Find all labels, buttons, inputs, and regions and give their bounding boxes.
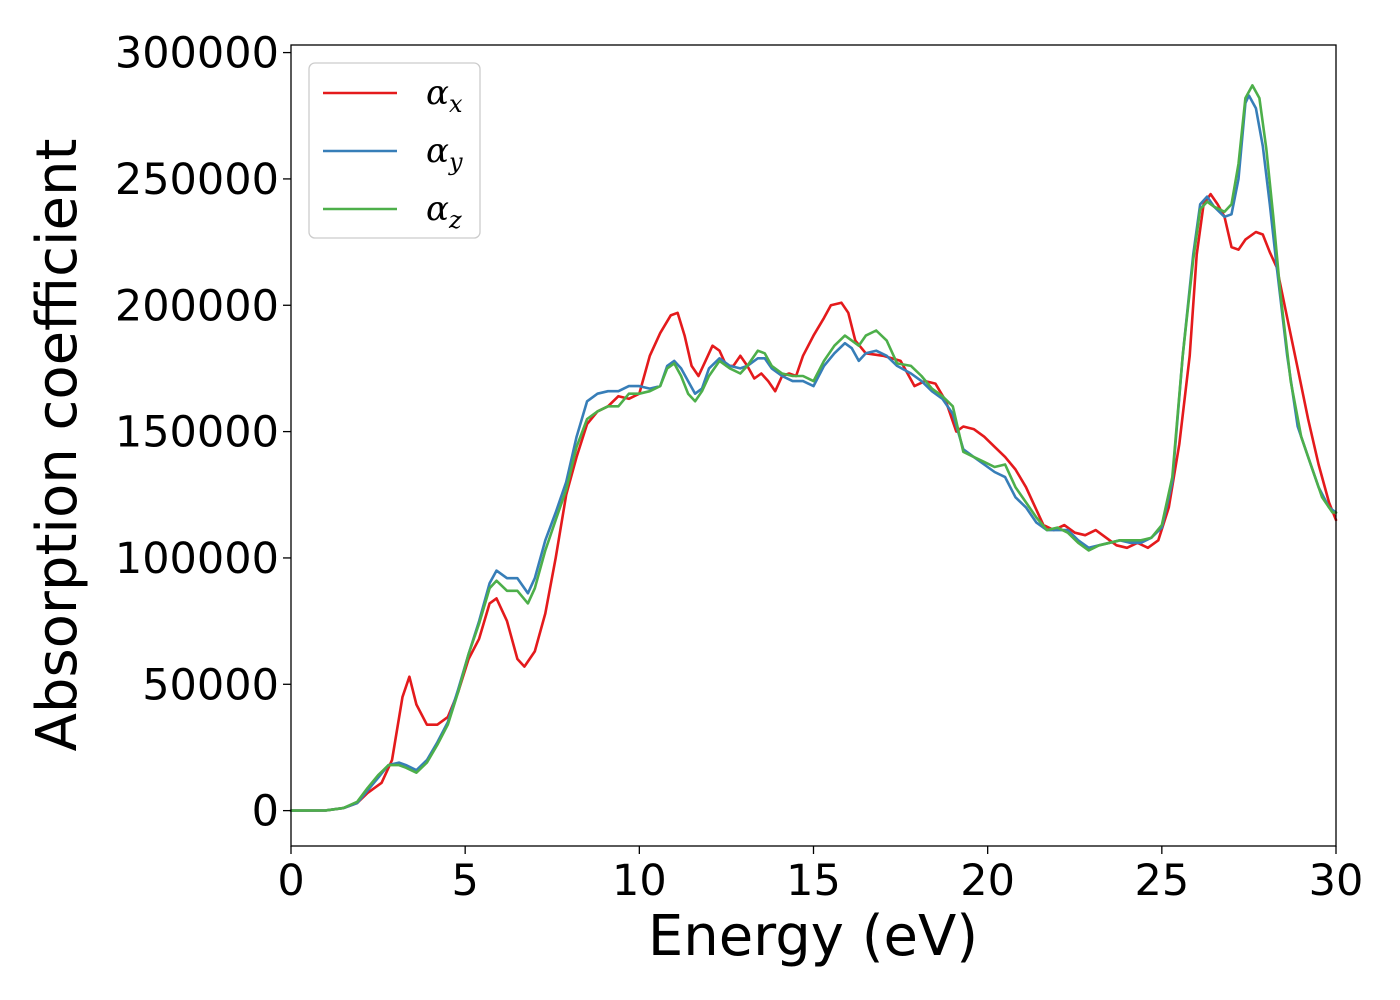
legend-symbol: α: [426, 189, 449, 229]
y-axis: 0 50000 100000 150000 200000 250000 300000: [115, 29, 291, 837]
x-tick-label: 10: [612, 856, 667, 906]
x-tick-label: 5: [451, 856, 478, 906]
x-axis-title: Energy (eV): [648, 904, 978, 969]
y-tick-label: 100000: [115, 534, 279, 584]
x-tick-label: 20: [960, 856, 1015, 906]
y-axis-title: Absorption coefficient: [25, 139, 90, 752]
legend-symbol: α: [426, 73, 449, 113]
legend-subscript: z: [448, 206, 462, 234]
series-line-x: [289, 192, 1338, 812]
x-tick-label: 25: [1134, 856, 1189, 906]
legend-subscript: y: [448, 148, 463, 176]
x-tick-label: 0: [277, 856, 304, 906]
y-tick-label: 0: [252, 787, 279, 837]
series-line-z: [289, 84, 1338, 812]
series-layer: [289, 84, 1338, 812]
x-tick-label: 30: [1309, 856, 1364, 906]
legend-label-z: αz: [426, 189, 462, 234]
x-axis: 0 5 10 15 20 25 30: [277, 846, 1363, 906]
x-tick-label: 15: [786, 856, 841, 906]
legend-subscript: x: [449, 90, 463, 118]
y-tick-label: 300000: [115, 29, 279, 79]
y-tick-label: 50000: [142, 660, 279, 710]
y-tick-label: 250000: [115, 155, 279, 205]
legend-label-x: αx: [426, 73, 463, 118]
legend-label-y: αy: [426, 131, 463, 176]
y-tick-label: 200000: [115, 281, 279, 331]
legend-symbol: α: [426, 131, 449, 171]
y-tick-label: 150000: [115, 408, 279, 458]
